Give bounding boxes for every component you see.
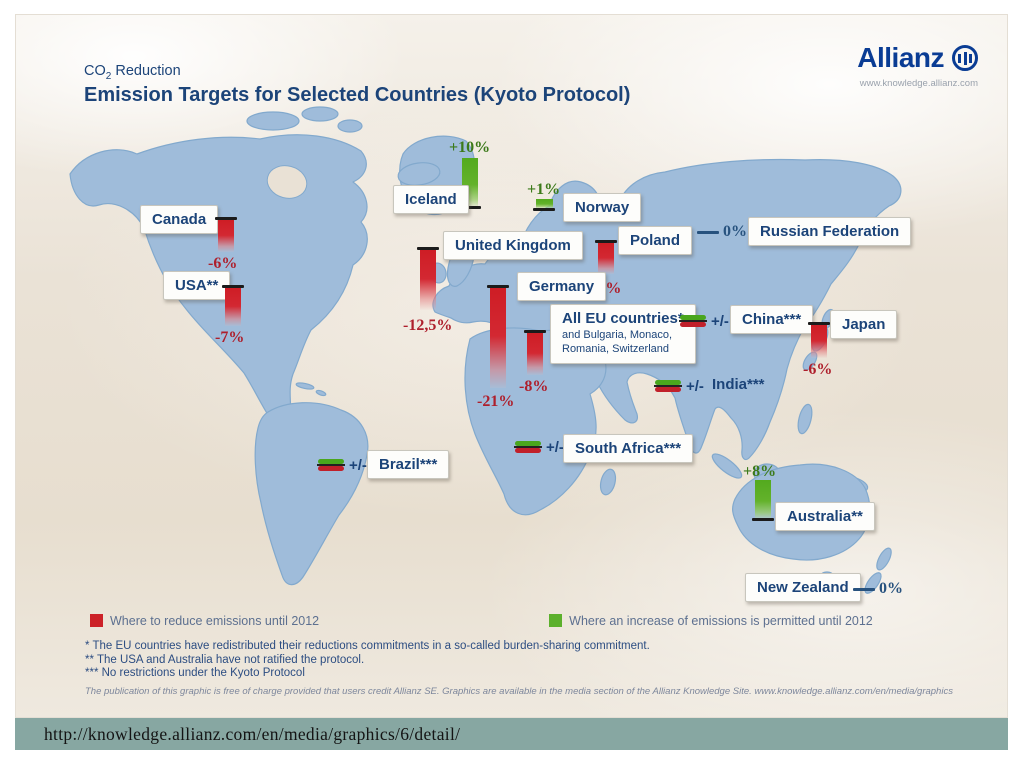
value-label: -6% — [208, 255, 238, 272]
country-label: South Africa*** — [563, 434, 694, 463]
plus-minus-label: +/- — [546, 439, 564, 456]
zero-line — [697, 231, 719, 234]
island-madagascar — [599, 468, 617, 496]
footnote-2: ** The USA and Australia have not ratifi… — [85, 653, 365, 666]
source-url-text: http://knowledge.allianz.com/en/media/gr… — [44, 723, 461, 744]
country-label: All EU countries* and Bulgaria, Monaco, … — [550, 304, 696, 364]
value-label: -8% — [519, 378, 549, 395]
footnote-3: *** No restrictions under the Kyoto Prot… — [85, 667, 305, 679]
country-label: India*** — [712, 376, 765, 393]
island-new-zealand — [876, 547, 892, 571]
baseline-tick — [808, 322, 830, 325]
baseline-tick — [459, 206, 481, 209]
value-label: +8% — [743, 463, 777, 480]
brand-block: Allianz www.knowledge.allianz.com — [857, 42, 978, 89]
value-label: -7% — [215, 329, 245, 346]
reduction-bar — [527, 333, 543, 375]
allianz-logo-icon — [952, 45, 978, 71]
increase-decrease-icon — [654, 380, 682, 392]
country-label: Norway — [563, 193, 642, 222]
legend: Where to reduce emissions until 2012 Whe… — [90, 612, 873, 630]
country-label: Iceland — [393, 185, 469, 214]
reduce-swatch-icon — [90, 614, 103, 627]
reduction-bar — [420, 250, 436, 310]
increase-bar — [536, 199, 553, 208]
brand-site-url: www.knowledge.allianz.com — [859, 78, 978, 89]
arctic-island — [301, 106, 339, 122]
country-label: USA** — [163, 271, 231, 300]
plus-minus-label: +/- — [711, 313, 729, 330]
value-label: 0% — [879, 580, 903, 597]
legend-item-increase: Where an increase of emissions is permit… — [549, 612, 873, 630]
value-label: +1% — [527, 181, 561, 198]
country-label: Japan — [830, 310, 898, 339]
increase-swatch-icon — [549, 614, 563, 627]
reduction-bar — [811, 325, 827, 358]
footnotes: * The EU countries have redistributed th… — [85, 640, 650, 681]
source-url-bar: http://knowledge.allianz.com/en/media/gr… — [15, 718, 1008, 750]
legend-increase-label: Where an increase of emissions is permit… — [569, 614, 873, 628]
baseline-tick — [222, 285, 244, 288]
zero-line — [853, 588, 875, 591]
arctic-island — [246, 111, 300, 131]
baseline-tick — [524, 330, 546, 333]
country-label: China*** — [730, 305, 814, 334]
increase-bar — [755, 480, 771, 518]
value-label: 0% — [723, 223, 747, 240]
baseline-tick — [487, 285, 509, 288]
island-caribbean — [295, 382, 315, 390]
increase-decrease-icon — [317, 459, 345, 471]
footnote-1: * The EU countries have redistributed th… — [85, 640, 650, 652]
island-iceland — [397, 162, 441, 186]
arctic-island — [337, 119, 363, 133]
value-label: -12,5% — [403, 317, 453, 334]
baseline-tick — [215, 217, 237, 220]
island-caribbean — [315, 389, 327, 397]
hudson-bay — [266, 165, 308, 199]
chart-kicker: CO2 Reduction — [84, 63, 181, 82]
country-label: Russian Federation — [748, 217, 912, 246]
country-label: United Kingdom — [443, 231, 583, 260]
value-label: -6% — [803, 361, 833, 378]
baseline-tick — [595, 240, 617, 243]
continent-south-america — [254, 402, 369, 586]
eu-label-note: and Bulgaria, Monaco, Romania, Switzerla… — [562, 329, 673, 355]
island-philippines — [797, 403, 813, 435]
plus-minus-label: +/- — [686, 378, 704, 395]
country-label: Australia** — [775, 502, 875, 531]
legend-item-reduce: Where to reduce emissions until 2012 — [90, 612, 319, 630]
country-label: Poland — [618, 226, 693, 255]
increase-decrease-icon — [679, 315, 707, 327]
reduction-bar — [598, 243, 614, 274]
value-label: -21% — [477, 393, 515, 410]
value-label: +10% — [449, 139, 491, 156]
reduction-bar — [490, 288, 506, 388]
legend-reduce-label: Where to reduce emissions until 2012 — [110, 614, 320, 628]
fine-print: The publication of this graphic is free … — [85, 686, 953, 697]
allianz-wordmark: Allianz — [857, 42, 944, 73]
page-title: Emission Targets for Selected Countries … — [84, 84, 631, 106]
baseline-tick — [752, 518, 774, 521]
reduction-bar — [225, 288, 241, 326]
plus-minus-label: +/- — [349, 457, 367, 474]
island-sumatra — [711, 453, 743, 479]
baseline-tick — [417, 247, 439, 250]
reduction-bar — [218, 220, 234, 252]
eu-label-title: All EU countries* — [562, 310, 684, 327]
infographic-canvas: CO2 Reduction Emission Targets for Selec… — [15, 14, 1008, 718]
country-label: Canada — [140, 205, 219, 234]
baseline-tick — [533, 208, 555, 211]
country-label: New Zealand — [745, 573, 861, 602]
increase-decrease-icon — [514, 441, 542, 453]
country-label: Germany — [517, 272, 607, 301]
country-label: Brazil*** — [367, 450, 450, 479]
